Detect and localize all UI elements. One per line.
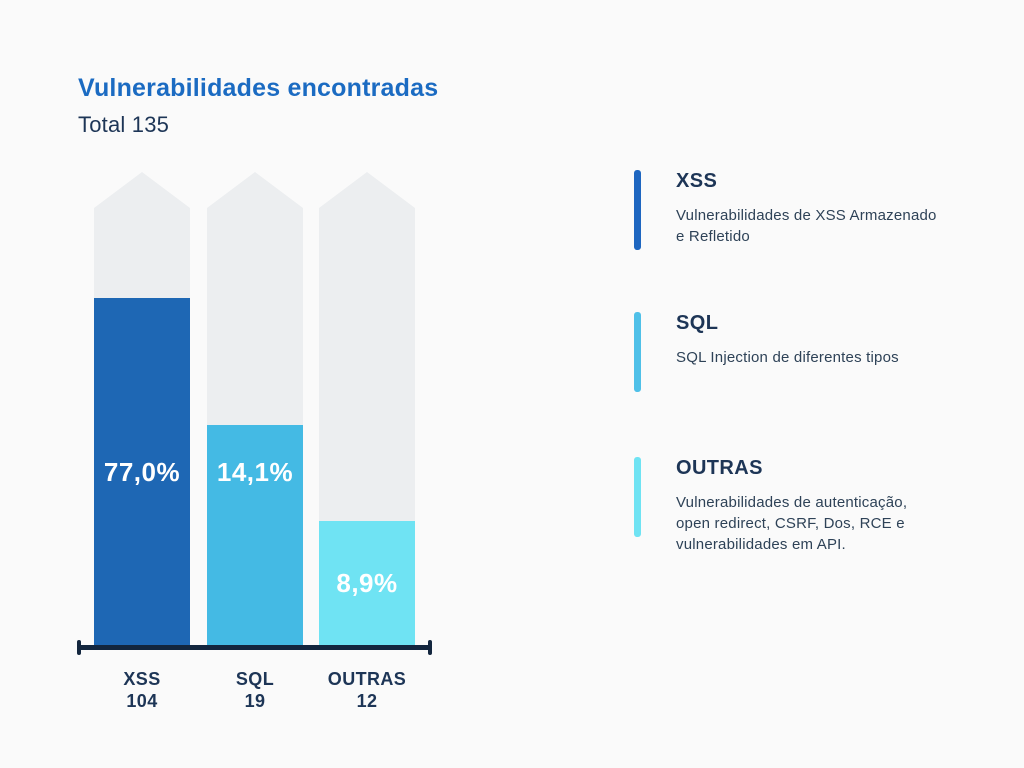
bar-group-xss: 77,0% bbox=[94, 172, 190, 645]
bar-group-sql: 14,1% bbox=[207, 172, 303, 645]
legend-text: XSS Vulnerabilidades de XSS Armazenado e… bbox=[676, 170, 976, 247]
x-axis-left-cap bbox=[77, 640, 81, 655]
category-name: SQL bbox=[235, 669, 275, 689]
category-value: 104 bbox=[126, 691, 158, 711]
category-value: 19 bbox=[244, 691, 266, 711]
x-axis-line bbox=[79, 645, 430, 650]
legend-accent-bar-outras bbox=[634, 457, 641, 537]
bar-fill-outras bbox=[319, 521, 415, 645]
category-label-sql: SQL 19 bbox=[207, 668, 303, 712]
legend-description: Vulnerabilidades de autenticação, open r… bbox=[676, 494, 908, 553]
bar-percent-label-sql: 14,1% bbox=[216, 457, 294, 487]
legend-accent-bar-xss bbox=[634, 170, 641, 250]
category-label-xss: XSS 104 bbox=[94, 668, 190, 712]
page-title: Vulnerabilidades encontradas bbox=[78, 74, 439, 102]
legend-accent-bar-sql bbox=[634, 312, 641, 392]
legend-description: SQL Injection de diferentes tipos bbox=[676, 349, 899, 366]
bar-chart: 77,0% 14,1% 8,9% XSS 104 SQL 19 OUTRAS 1… bbox=[0, 0, 460, 730]
bar-percent-label-outras: 8,9% bbox=[336, 568, 398, 598]
legend-title: OUTRAS bbox=[676, 457, 763, 479]
bar-fill-sql bbox=[207, 425, 303, 645]
legend-title: SQL bbox=[676, 312, 719, 334]
chart-header: Vulnerabilidades encontradas Total 135 bbox=[78, 74, 438, 138]
category-value: 12 bbox=[356, 691, 378, 711]
x-axis-right-cap bbox=[428, 640, 432, 655]
category-label-outras: OUTRAS 12 bbox=[319, 668, 415, 712]
legend-text: SQL SQL Injection de diferentes tipos bbox=[676, 312, 976, 368]
bar-percent-label-xss: 77,0% bbox=[103, 457, 181, 487]
legend-description: Vulnerabilidades de XSS Armazenado e Ref… bbox=[676, 207, 937, 245]
category-name: OUTRAS bbox=[327, 669, 407, 689]
bar-group-outras: 8,9% bbox=[319, 172, 415, 645]
bar-fill-xss bbox=[94, 298, 190, 645]
total-label: Total 135 bbox=[78, 112, 170, 137]
legend-text: OUTRAS Vulnerabilidades de autenticação,… bbox=[676, 457, 976, 555]
category-name: XSS bbox=[123, 669, 161, 689]
legend-title: XSS bbox=[676, 170, 718, 192]
